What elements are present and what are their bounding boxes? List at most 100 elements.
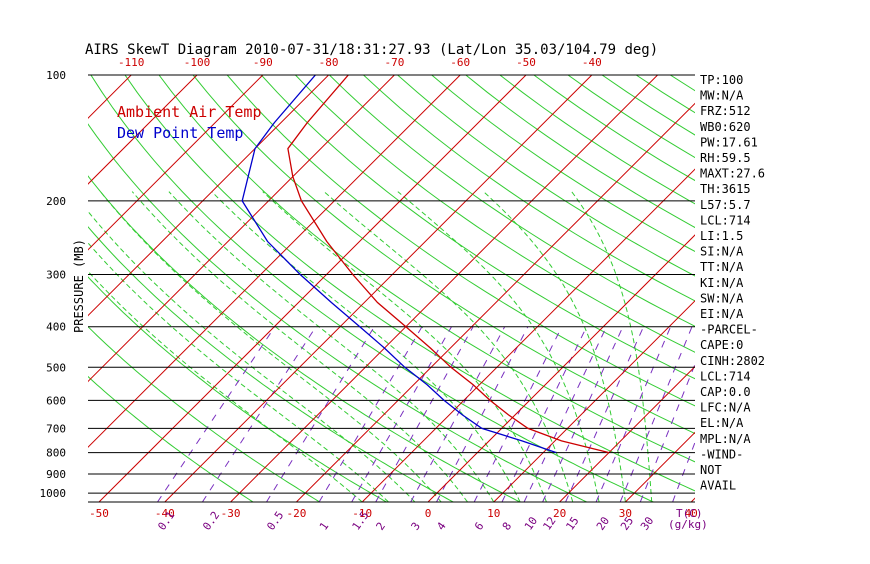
moist-adiabat-line [132,192,467,502]
index-item: PW:17.61 [700,135,758,149]
dry-adiabat-line [159,75,787,502]
mixing-ratio-tick: 20 [594,514,612,532]
isotherm-line [0,75,65,502]
mixing-ratio-tick: 8 [500,520,514,533]
index-item: SI:N/A [700,245,744,259]
mixing-ratio-line [596,327,671,502]
mixing-ratio-tick: 2 [374,520,388,533]
pressure-tick-500: 500 [46,361,66,374]
dry-adiabat-line [738,75,870,502]
isotherm-line [0,75,131,502]
top-temp-tick--70: -70 [384,56,404,69]
profile-lines [242,75,609,453]
chart-title: AIRS SkewT Diagram 2010-07-31/18:31:27.9… [85,42,658,58]
index-item: MW:N/A [700,89,744,103]
bottom-temp-tick--20: -20 [286,507,306,520]
index-item: LCL:714 [700,369,751,383]
mixing-ratio-tick: 30 [638,514,656,532]
index-item: CINH:2802 [700,354,765,368]
bottom-temp-tick-20: 20 [553,507,566,520]
top-temp-tick--50: -50 [516,56,536,69]
dry-adiabat-line [398,75,870,502]
pressure-tick-600: 600 [46,394,66,407]
top-temp-tick--60: -60 [450,56,470,69]
mixing-ratio-tick: 0.5 [264,509,286,533]
isotherm-line [296,75,723,502]
index-item: -WIND- [700,447,743,461]
index-item: FRZ:512 [700,104,751,118]
dry-adiabat-line [329,75,870,502]
isobar-lines [88,201,695,493]
index-item: SW:N/A [700,291,744,305]
isotherm-line [33,75,460,502]
index-item: LCL:714 [700,213,751,227]
top-temp-tick--100: -100 [184,56,211,69]
bottom-temp-tick-0: 0 [425,507,432,520]
index-item: AVAIL [700,479,736,493]
bottom-temp-tick--50: -50 [89,507,109,520]
isotherm-line [428,75,855,502]
mixing-ratio-tick: 3 [409,520,423,533]
dry-adiabat-line [773,75,870,502]
dry-adiabat-line [432,75,870,502]
index-item: CAPE:0 [700,338,743,352]
index-item: KI:N/A [700,276,744,290]
mixing-ratio-line [202,327,316,502]
index-item: EL:N/A [700,416,744,430]
y-axis-label: PRESSURE (MB) [72,239,86,333]
mixing-ratio-unit-label: (g/kg) [668,518,708,531]
index-item: CAP:0.0 [700,385,751,399]
index-item: MPL:N/A [700,432,751,446]
pressure-tick-400: 400 [46,321,66,334]
isotherm-line [757,75,870,502]
index-item: MAXT:27.6 [700,167,765,181]
mixing-ratio-line [267,327,375,502]
index-item: TT:N/A [700,260,744,274]
mixing-ratio-tick: 1 [317,520,331,533]
pressure-tick-900: 900 [46,468,66,481]
pressure-tick-300: 300 [46,269,66,282]
top-temp-tick--80: -80 [319,56,339,69]
index-item: WB0:620 [700,120,751,134]
index-item: EI:N/A [700,307,744,321]
top-temp-tick--110: -110 [118,56,145,69]
pressure-tick-labels: 100 200 300 400 500 600 700 800 900 1000 [40,69,67,500]
index-item: TP:100 [700,73,743,87]
moist-adiabat-line [24,192,362,502]
pressure-tick-100: 100 [46,69,66,82]
moist-adiabat-line [263,192,547,502]
pressure-tick-800: 800 [46,447,66,460]
index-item: LI:1.5 [700,229,743,243]
bottom-temp-tick--30: -30 [221,507,241,520]
mixing-ratio-tick: 6 [472,520,486,533]
index-item: NOT [700,463,722,477]
mixing-ratio-tick: 10 [522,514,540,532]
legend-dew-point-temp: Dew Point Temp [117,124,243,142]
dry-adiabat-line [466,75,870,502]
top-temp-tick--90: -90 [253,56,273,69]
mixing-ratio-tick: 0.2 [200,509,222,533]
index-item: LFC:N/A [700,401,751,415]
top-temp-tick--40: -40 [582,56,602,69]
mixing-ratio-line [620,327,692,502]
index-item: RH:59.5 [700,151,751,165]
legend-ambient-air-temp: Ambient Air Temp [117,103,262,121]
index-item: TH:3615 [700,182,751,196]
moist-adiabat-line [100,192,441,502]
dry-adiabat-line [295,75,870,502]
pressure-tick-200: 200 [46,195,66,208]
bottom-temp-tick-10: 10 [487,507,500,520]
index-item: L57:5.7 [700,198,751,212]
pressure-tick-1000: 1000 [40,487,67,500]
pressure-tick-700: 700 [46,422,66,435]
dry-adiabat-line [261,75,870,502]
mixing-ratio-line [474,327,562,502]
mixing-ratio-tick: 4 [434,520,449,533]
index-item: -PARCEL- [700,323,758,337]
dry-adiabat-line [227,75,870,502]
moist-adiabat-line [484,192,626,502]
moist-adiabat-line [169,192,494,502]
